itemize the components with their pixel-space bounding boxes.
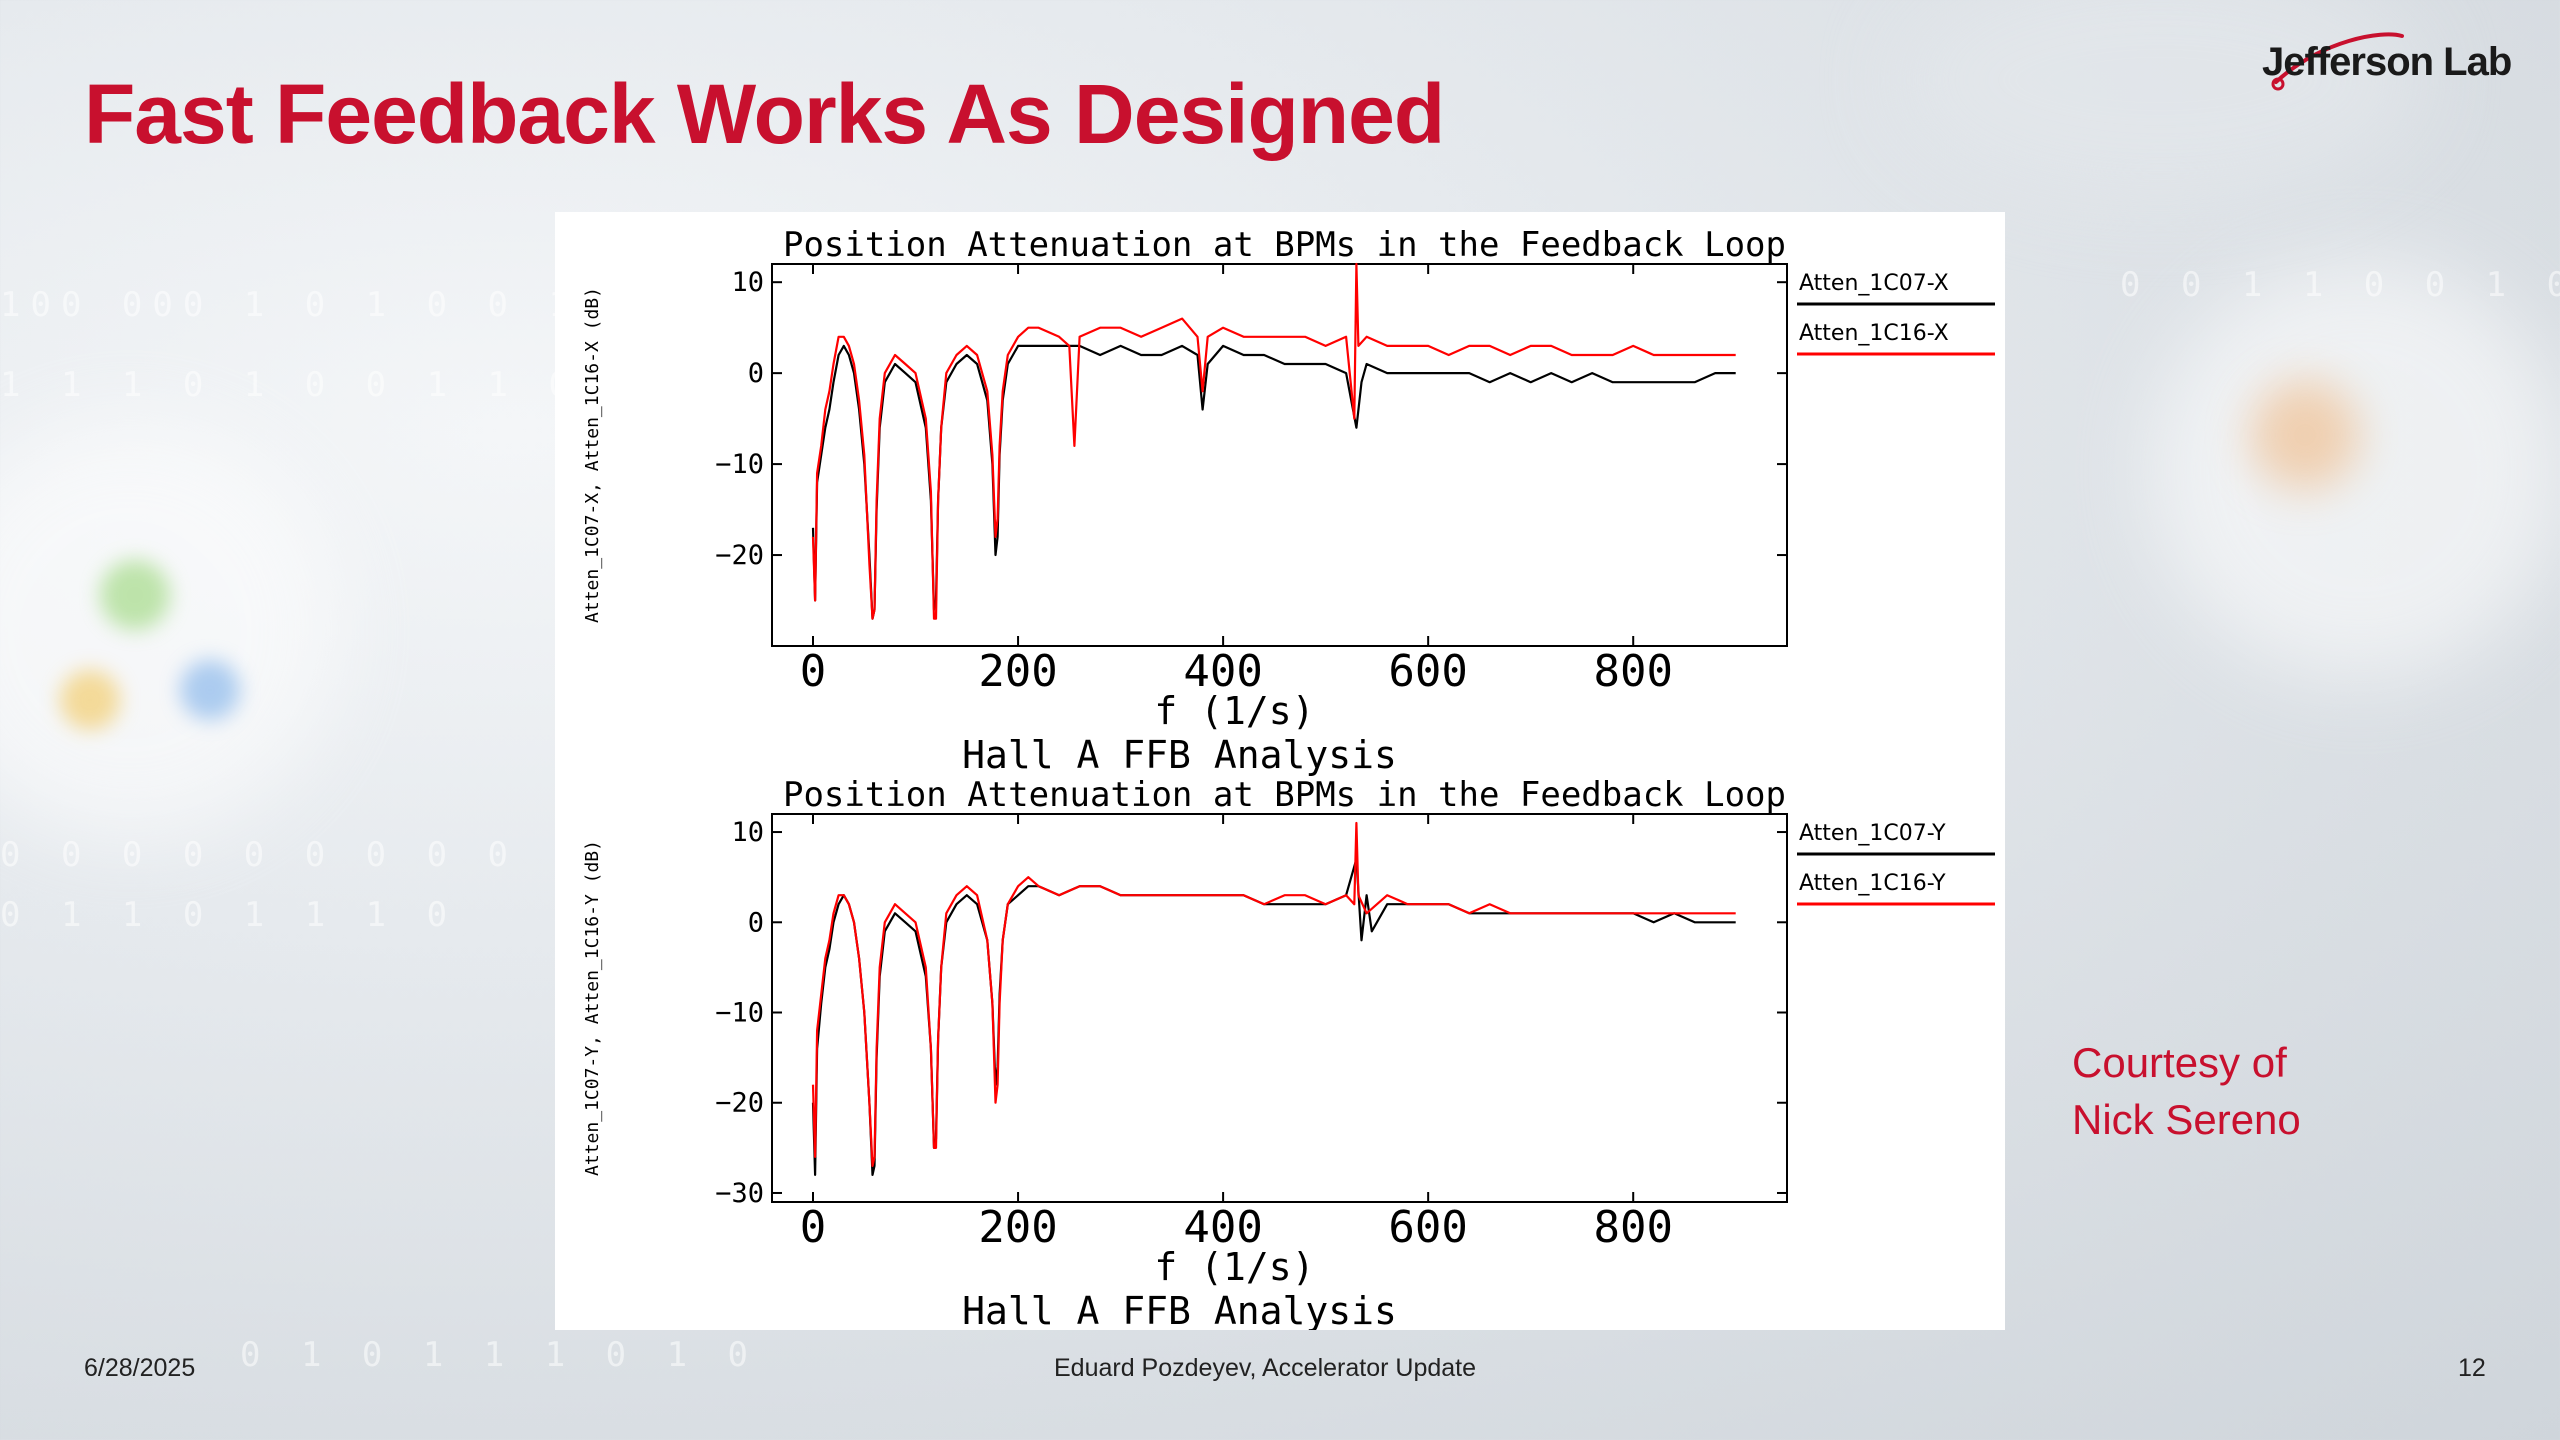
y-tick-label: 0 <box>748 907 764 938</box>
attenuation-plots: Position Attenuation at BPMs in the Feed… <box>582 225 1995 1330</box>
molecule-decoration <box>100 560 170 630</box>
background-glow <box>2150 260 2560 680</box>
background-glow <box>1900 0 2420 200</box>
molecule-decoration <box>2250 380 2360 490</box>
figure-panel: Position Attenuation at BPMs in the Feed… <box>555 212 2005 1330</box>
binary-decoration: 0 0 0 0 0 0 0 0 0 <box>0 835 518 875</box>
series-line-atten-1c07-x <box>811 344 1736 620</box>
chart-subtitle: Hall A FFB Analysis <box>962 1289 1397 1330</box>
x-axis-label: f (1/s) <box>1154 1245 1314 1289</box>
molecule-decoration <box>60 670 120 730</box>
series-line-atten-1c16-y <box>811 821 1736 1167</box>
x-tick-label: 800 <box>1593 646 1672 697</box>
binary-decoration: 1 1 1 0 1 0 0 1 1 0 0 <box>0 365 640 405</box>
plot-frame <box>771 813 1788 1203</box>
y-tick-label: −20 <box>715 540 764 571</box>
logo-text: Jefferson Lab <box>2262 40 2512 84</box>
legend-label: Atten_1C07-Y <box>1799 821 1946 846</box>
x-tick-label: 600 <box>1388 1202 1467 1253</box>
binary-decoration: 0 0 1 1 0 0 1 0 0 <box>2120 265 2560 305</box>
y-tick-label: −20 <box>715 1088 764 1119</box>
logo-swoosh-icon <box>2271 32 2404 91</box>
y-axis-label: Atten_1C07-X, Atten_1C16-X (dB) <box>582 287 603 623</box>
chart-subtitle: Hall A FFB Analysis <box>962 733 1397 777</box>
binary-decoration: 0 1 0 1 1 1 0 1 0 <box>240 1335 758 1375</box>
x-tick-label: 600 <box>1388 646 1467 697</box>
background-glow <box>0 420 340 840</box>
courtesy-note: Courtesy of Nick Sereno <box>2072 1034 2301 1148</box>
plot-frame <box>771 263 1788 647</box>
x-tick-label: 0 <box>800 1202 827 1253</box>
x-tick-label: 200 <box>978 646 1057 697</box>
footer-presenter: Eduard Pozdeyev, Accelerator Update <box>1054 1354 1477 1382</box>
legend-label: Atten_1C07-X <box>1799 271 1949 296</box>
x-tick-label: 200 <box>978 1202 1057 1253</box>
y-tick-label: −30 <box>715 1178 764 1209</box>
chart-title: Position Attenuation at BPMs in the Feed… <box>783 225 1786 265</box>
y-tick-label: −10 <box>715 449 764 480</box>
legend-label: Atten_1C16-Y <box>1799 871 1946 896</box>
y-axis-label: Atten_1C07-Y, Atten_1C16-Y (dB) <box>582 840 603 1176</box>
x-axis-label: f (1/s) <box>1154 689 1314 733</box>
chart-title: Position Attenuation at BPMs in the Feed… <box>783 775 1786 815</box>
jefferson-lab-logo: Jefferson Lab <box>2262 22 2532 102</box>
y-tick-label: −10 <box>715 998 764 1029</box>
y-tick-label: 10 <box>731 267 764 298</box>
x-tick-label: 400 <box>1183 646 1262 697</box>
molecule-decoration <box>180 660 240 720</box>
slide-title: Fast Feedback Works As Designed <box>84 67 1445 161</box>
courtesy-line-2: Nick Sereno <box>2072 1096 2301 1143</box>
plot-panel-1: Position Attenuation at BPMs in the Feed… <box>582 225 1995 777</box>
y-tick-label: 10 <box>731 817 764 848</box>
x-tick-label: 800 <box>1593 1202 1672 1253</box>
footer-date: 6/28/2025 <box>84 1354 196 1382</box>
series-line-atten-1c16-x <box>811 262 1736 620</box>
page-number: 12 <box>2458 1354 2486 1382</box>
x-tick-label: 400 <box>1183 1202 1262 1253</box>
plot-panel-2: Position Attenuation at BPMs in the Feed… <box>582 775 1995 1330</box>
legend-label: Atten_1C16-X <box>1799 321 1949 346</box>
binary-decoration: 0 1 1 0 1 1 1 0 <box>0 895 458 935</box>
x-tick-label: 0 <box>800 646 827 697</box>
binary-decoration: 100 000 1 0 1 0 0 1 <box>0 285 579 325</box>
y-tick-label: 0 <box>748 358 764 389</box>
courtesy-line-1: Courtesy of <box>2072 1039 2287 1086</box>
